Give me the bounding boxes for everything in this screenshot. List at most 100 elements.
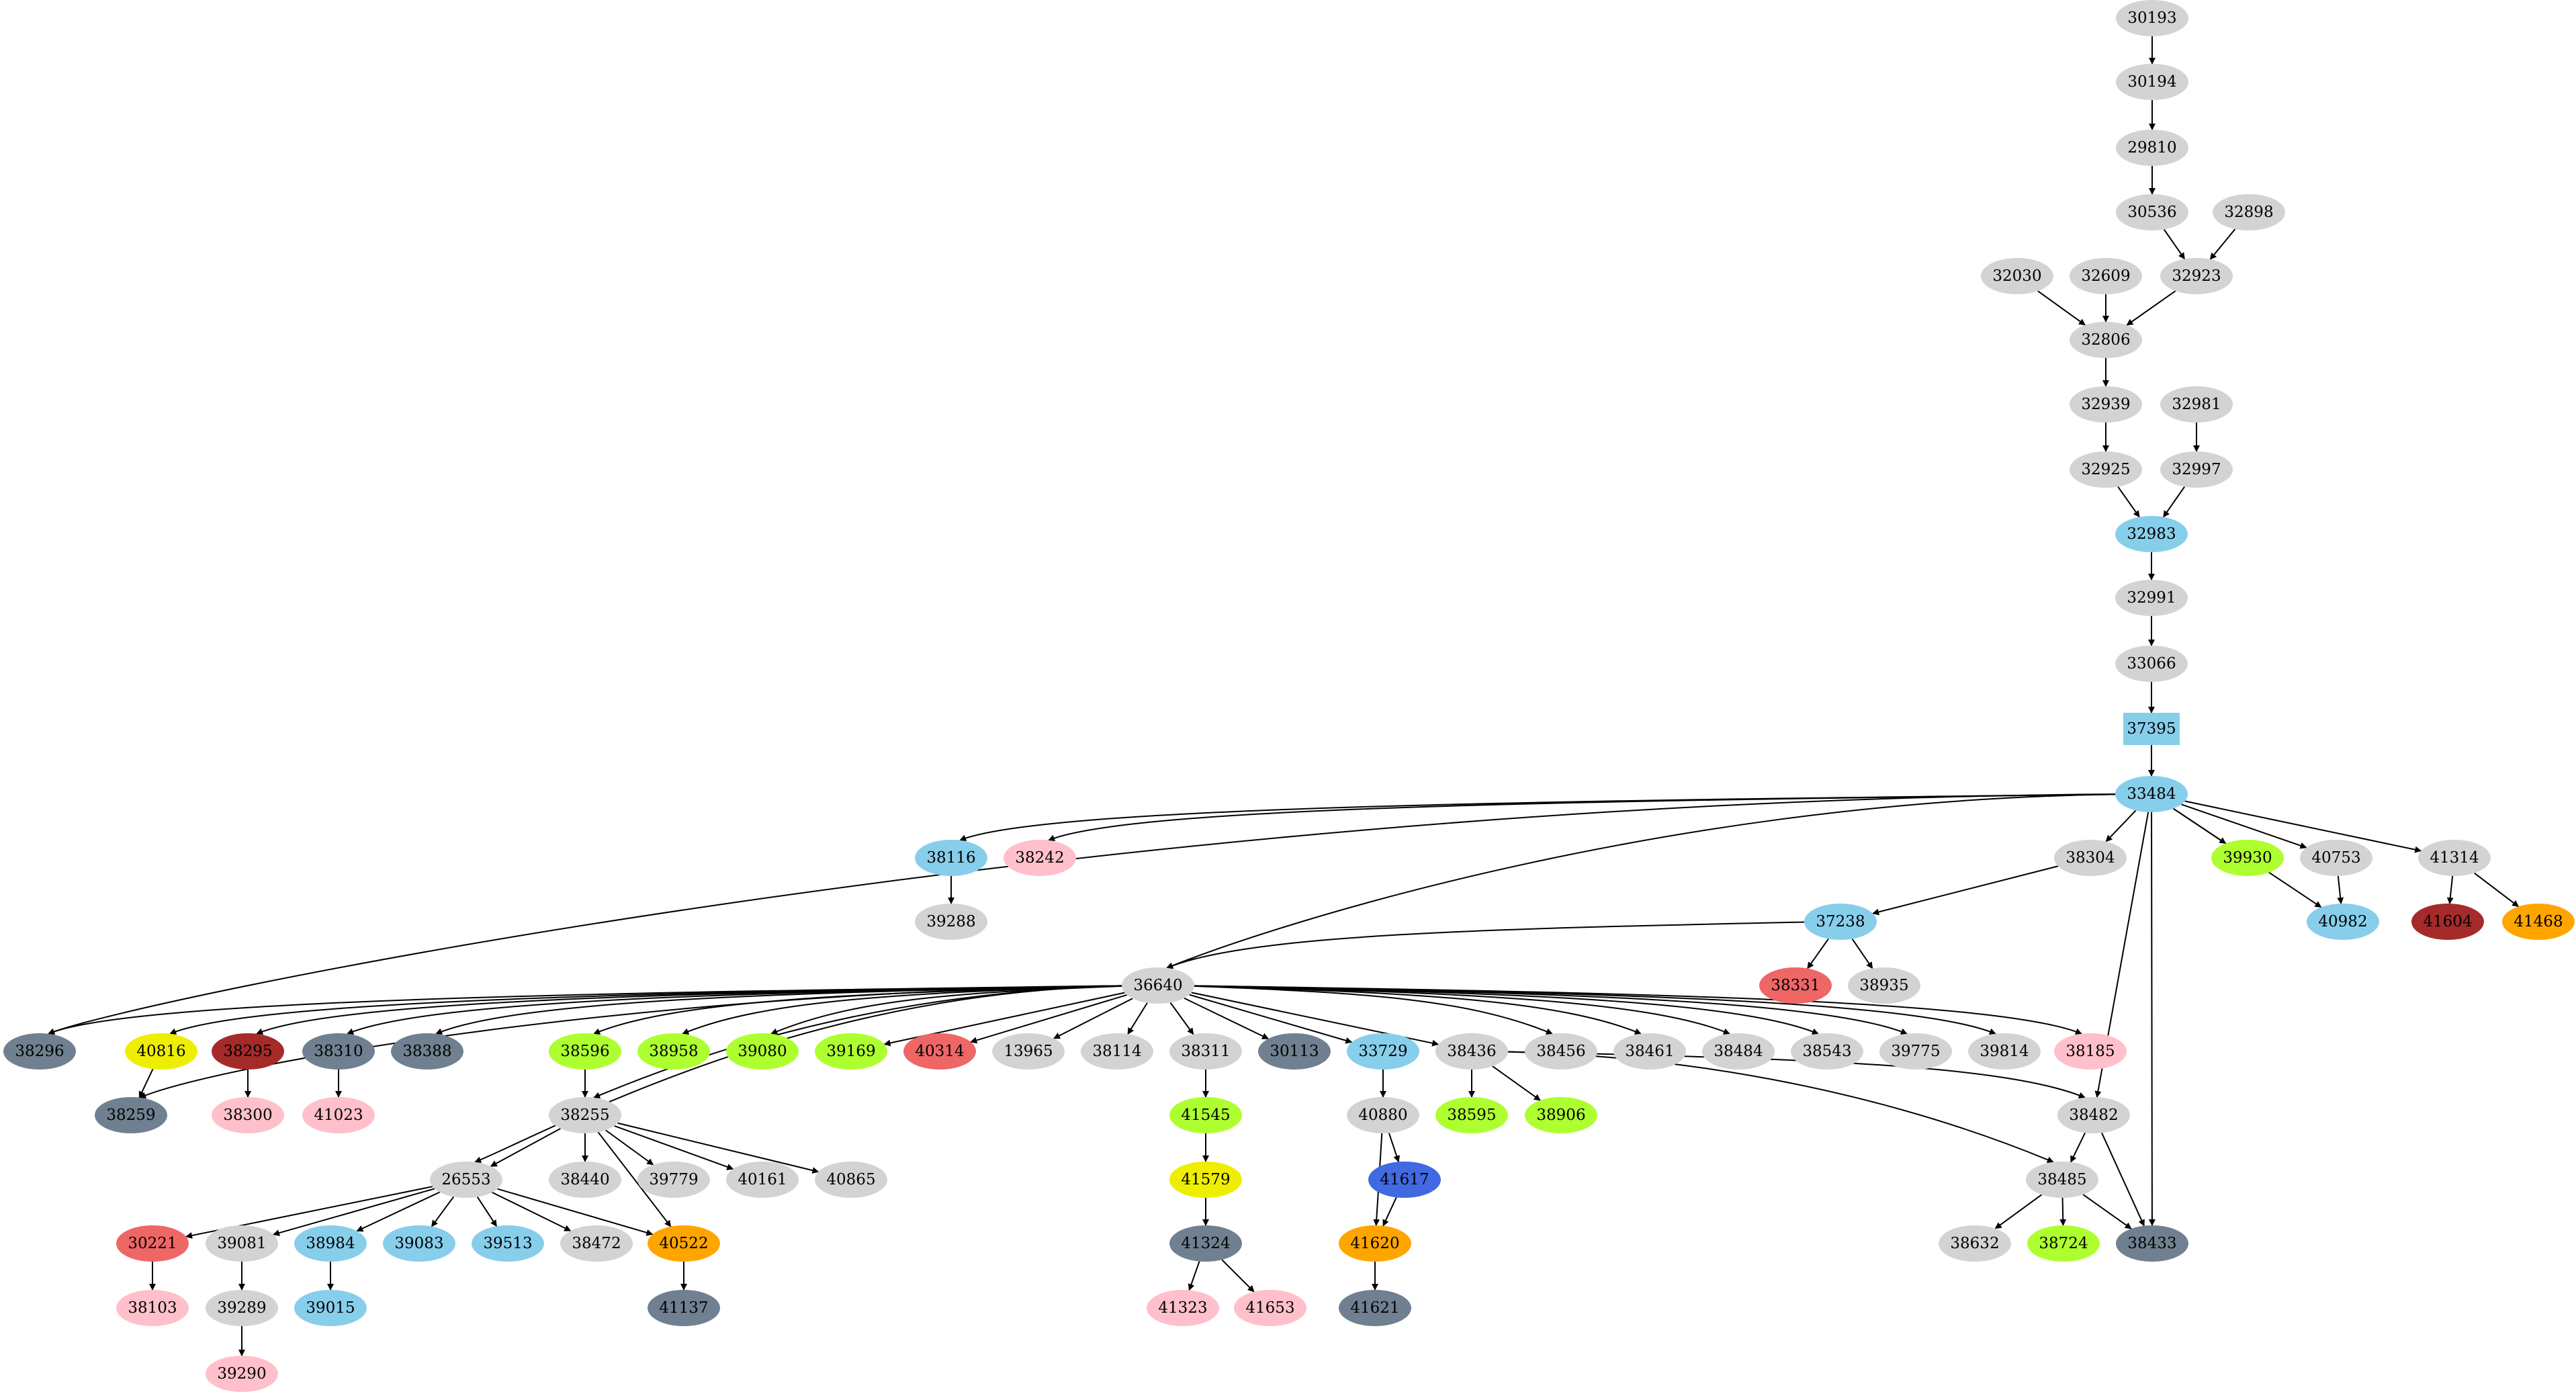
graph-node-32983[interactable]: 32983	[2115, 516, 2188, 552]
graph-node-38255[interactable]: 38255	[549, 1097, 621, 1133]
graph-node-38440[interactable]: 38440	[549, 1162, 621, 1198]
graph-node-38595[interactable]: 38595	[1435, 1097, 1508, 1133]
graph-node-32806[interactable]: 32806	[2070, 322, 2142, 358]
graph-node-37238[interactable]: 37238	[1804, 904, 1877, 940]
graph-node-38433[interactable]: 38433	[2116, 1225, 2188, 1262]
graph-node-41653[interactable]: 41653	[1234, 1290, 1306, 1326]
graph-node-38295[interactable]: 38295	[212, 1033, 284, 1070]
graph-node-38304[interactable]: 38304	[2054, 840, 2127, 876]
graph-node-41468[interactable]: 41468	[2502, 904, 2575, 940]
node-ellipse-shape	[1759, 967, 1832, 1004]
node-ellipse-shape	[206, 1356, 278, 1392]
graph-node-38103[interactable]: 38103	[116, 1290, 189, 1326]
graph-node-30536[interactable]: 30536	[2116, 194, 2188, 230]
graph-node-38311[interactable]: 38311	[1169, 1033, 1242, 1070]
graph-node-41323[interactable]: 41323	[1147, 1290, 1219, 1326]
node-label: 33729	[1358, 1043, 1407, 1060]
graph-node-32925[interactable]: 32925	[2070, 451, 2142, 488]
node-label: 38310	[314, 1043, 363, 1060]
graph-node-40982[interactable]: 40982	[2307, 904, 2379, 940]
node-ellipse-shape	[1347, 1033, 1419, 1070]
graph-node-38296[interactable]: 38296	[3, 1033, 76, 1070]
graph-node-40865[interactable]: 40865	[815, 1162, 887, 1198]
graph-node-30194[interactable]: 30194	[2116, 64, 2188, 100]
graph-node-38485[interactable]: 38485	[2026, 1162, 2098, 1198]
graph-node-38456[interactable]: 38456	[1525, 1033, 1597, 1070]
graph-node-39513[interactable]: 39513	[472, 1225, 544, 1262]
graph-node-33484[interactable]: 33484	[2115, 776, 2188, 812]
graph-node-39814[interactable]: 39814	[1968, 1033, 2041, 1070]
graph-node-32923[interactable]: 32923	[2160, 258, 2233, 294]
graph-node-30113[interactable]: 30113	[1258, 1033, 1331, 1070]
graph-node-41545[interactable]: 41545	[1169, 1097, 1242, 1133]
graph-node-39775[interactable]: 39775	[1879, 1033, 1952, 1070]
graph-node-39930[interactable]: 39930	[2211, 840, 2284, 876]
graph-node-41579[interactable]: 41579	[1169, 1162, 1242, 1198]
graph-node-26553[interactable]: 26553	[430, 1162, 502, 1198]
graph-node-38114[interactable]: 38114	[1081, 1033, 1153, 1070]
graph-node-38724[interactable]: 38724	[2027, 1225, 2100, 1262]
graph-node-39083[interactable]: 39083	[383, 1225, 455, 1262]
graph-node-39288[interactable]: 39288	[915, 904, 987, 940]
graph-node-39015[interactable]: 39015	[294, 1290, 367, 1326]
graph-node-38984[interactable]: 38984	[294, 1225, 367, 1262]
graph-node-38935[interactable]: 38935	[1848, 967, 1920, 1004]
graph-node-39290[interactable]: 39290	[206, 1356, 278, 1392]
graph-node-37395[interactable]: 37395	[2123, 713, 2180, 745]
graph-node-38596[interactable]: 38596	[549, 1033, 621, 1070]
graph-node-38300[interactable]: 38300	[212, 1097, 284, 1133]
graph-node-32030[interactable]: 32030	[1981, 258, 2053, 294]
graph-node-41314[interactable]: 41314	[2418, 840, 2491, 876]
graph-node-38310[interactable]: 38310	[302, 1033, 375, 1070]
graph-node-38116[interactable]: 38116	[915, 840, 987, 876]
graph-node-32997[interactable]: 32997	[2160, 451, 2233, 488]
edge-36640-to-33729	[1189, 994, 1353, 1044]
graph-node-38906[interactable]: 38906	[1525, 1097, 1597, 1133]
graph-node-40314[interactable]: 40314	[903, 1033, 976, 1070]
graph-node-41621[interactable]: 41621	[1339, 1290, 1411, 1326]
graph-node-32939[interactable]: 32939	[2070, 386, 2142, 423]
graph-node-39779[interactable]: 39779	[637, 1162, 710, 1198]
graph-node-30193[interactable]: 30193	[2116, 0, 2188, 36]
graph-node-38472[interactable]: 38472	[560, 1225, 633, 1262]
graph-node-41023[interactable]: 41023	[302, 1097, 375, 1133]
graph-node-33729[interactable]: 33729	[1347, 1033, 1419, 1070]
graph-node-41137[interactable]: 41137	[648, 1290, 720, 1326]
graph-node-29810[interactable]: 29810	[2116, 130, 2188, 166]
graph-node-38242[interactable]: 38242	[1004, 840, 1076, 876]
graph-node-40161[interactable]: 40161	[726, 1162, 799, 1198]
graph-node-38461[interactable]: 38461	[1613, 1033, 1686, 1070]
graph-node-36640[interactable]: 36640	[1122, 967, 1194, 1004]
graph-node-41620[interactable]: 41620	[1339, 1225, 1411, 1262]
graph-node-32991[interactable]: 32991	[2115, 580, 2188, 616]
graph-node-41617[interactable]: 41617	[1368, 1162, 1441, 1198]
graph-node-39081[interactable]: 39081	[206, 1225, 278, 1262]
graph-node-38482[interactable]: 38482	[2057, 1097, 2130, 1133]
graph-node-41604[interactable]: 41604	[2411, 904, 2484, 940]
graph-node-32981[interactable]: 32981	[2160, 386, 2233, 423]
node-ellipse-shape	[1169, 1033, 1242, 1070]
graph-node-38436[interactable]: 38436	[1435, 1033, 1508, 1070]
graph-node-38484[interactable]: 38484	[1702, 1033, 1775, 1070]
graph-node-38958[interactable]: 38958	[637, 1033, 710, 1070]
graph-node-38259[interactable]: 38259	[95, 1097, 167, 1133]
graph-node-38185[interactable]: 38185	[2054, 1033, 2127, 1070]
graph-node-40753[interactable]: 40753	[2300, 840, 2372, 876]
graph-node-40816[interactable]: 40816	[125, 1033, 197, 1070]
node-ellipse-shape	[2057, 1097, 2130, 1133]
graph-node-30221[interactable]: 30221	[116, 1225, 189, 1262]
graph-node-38331[interactable]: 38331	[1759, 967, 1832, 1004]
graph-node-13965[interactable]: 13965	[992, 1033, 1065, 1070]
graph-node-39080[interactable]: 39080	[726, 1033, 799, 1070]
graph-node-38632[interactable]: 38632	[1939, 1225, 2011, 1262]
graph-node-40522[interactable]: 40522	[648, 1225, 720, 1262]
graph-node-39169[interactable]: 39169	[815, 1033, 887, 1070]
graph-node-39289[interactable]: 39289	[206, 1290, 278, 1326]
graph-node-32609[interactable]: 32609	[2070, 258, 2142, 294]
graph-node-38543[interactable]: 38543	[1791, 1033, 1863, 1070]
graph-node-40880[interactable]: 40880	[1347, 1097, 1419, 1133]
graph-node-32898[interactable]: 32898	[2213, 194, 2285, 230]
graph-node-33066[interactable]: 33066	[2115, 646, 2188, 682]
graph-node-38388[interactable]: 38388	[391, 1033, 463, 1070]
graph-node-41324[interactable]: 41324	[1169, 1225, 1242, 1262]
